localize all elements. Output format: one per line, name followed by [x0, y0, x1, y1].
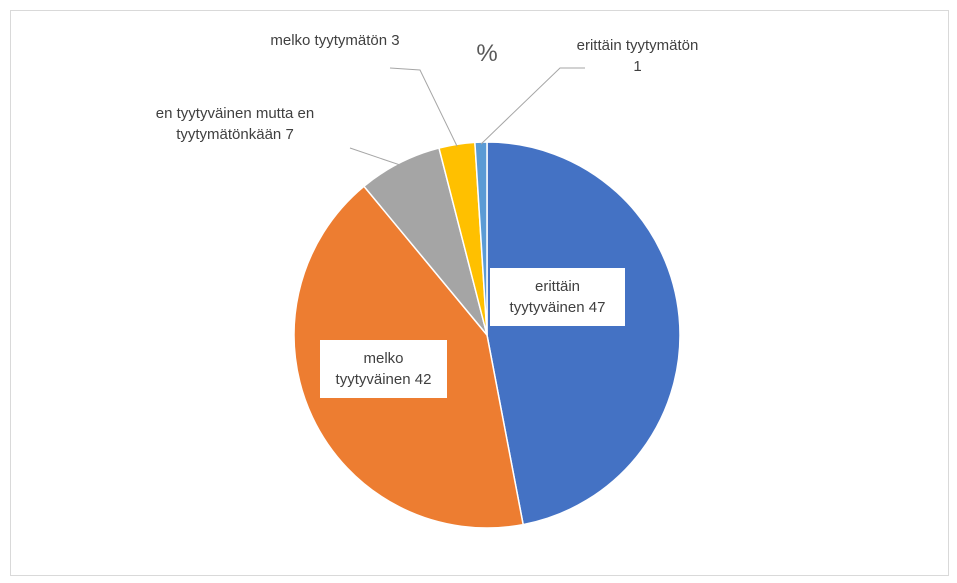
- pie-slice: [486, 141, 681, 526]
- label-category: en tyytyväinen mutta en tyytymätönkään: [155, 105, 315, 143]
- data-label: erittäin tyytymätön 1: [575, 35, 700, 77]
- label-value: 1: [633, 58, 642, 75]
- leader-line: [480, 67, 585, 145]
- data-label: en tyytyväinen mutta en tyytymätönkään 7: [155, 103, 315, 145]
- pie-slice: [474, 141, 488, 336]
- data-label: melko tyytyväinen 42: [320, 340, 447, 398]
- label-value: 42: [414, 371, 432, 388]
- label-category: erittäin tyytymätön: [576, 37, 699, 54]
- label-value: 47: [588, 299, 606, 316]
- leader-line: [389, 67, 458, 147]
- data-label: erittäin tyytyväinen 47: [490, 268, 625, 326]
- label-category: melko tyytyväinen: [335, 350, 411, 388]
- label-category: melko tyytymätön: [270, 32, 388, 49]
- leader-line: [349, 147, 401, 166]
- data-label: melko tyytymätön 3: [270, 30, 400, 51]
- label-value: 3: [391, 32, 400, 49]
- label-value: 7: [285, 126, 294, 143]
- chart-title: %: [476, 40, 498, 67]
- label-category: erittäin tyytyväinen: [509, 278, 585, 316]
